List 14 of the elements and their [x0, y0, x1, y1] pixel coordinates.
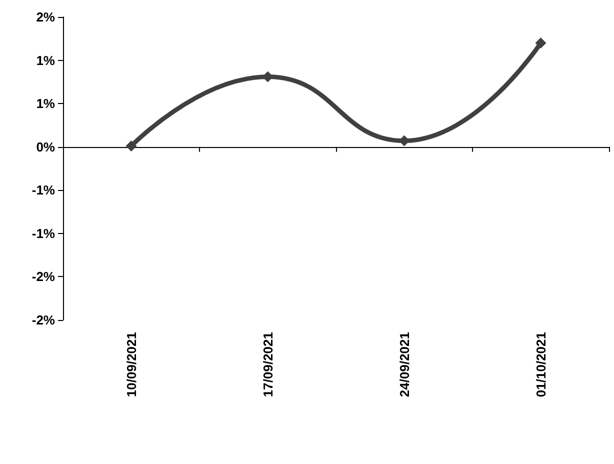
- y-tick-label: -1%: [32, 182, 56, 198]
- point: [535, 37, 546, 48]
- x-tick-label: 01/10/2021: [533, 332, 548, 398]
- y-tick-label: -2%: [32, 312, 56, 328]
- point: [126, 140, 137, 152]
- y-tick-label: 1%: [36, 96, 56, 112]
- x-tick-label: 17/09/2021: [260, 332, 276, 398]
- y-tick-label: -1%: [32, 226, 56, 241]
- y-tick-label: 1%: [36, 52, 56, 68]
- x-tick-label: 10/09/2021: [124, 332, 139, 398]
- y-tick-label: -2%: [32, 269, 56, 284]
- y-tick-label: 0%: [36, 139, 56, 154]
- y-tick-label: 2%: [36, 10, 56, 24]
- x-tick-label: 24/09/2021: [396, 332, 412, 398]
